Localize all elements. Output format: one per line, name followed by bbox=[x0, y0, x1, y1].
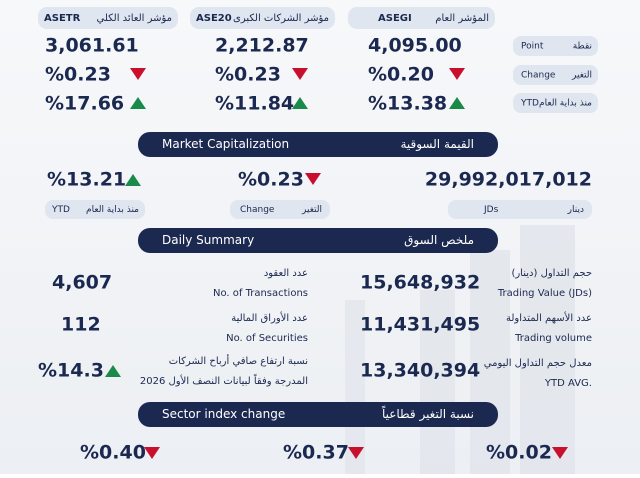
section-title-en: Sector index change bbox=[162, 407, 285, 421]
change: %0.20 bbox=[368, 64, 434, 86]
section-bar: Market Capitalization القيمة السوقية bbox=[138, 132, 498, 157]
summary-left: 4,607 عدد العقود No. of Transactions 112… bbox=[38, 268, 308, 387]
label-en: Change bbox=[240, 205, 275, 215]
change: %0.23 bbox=[45, 64, 111, 86]
pill bbox=[448, 200, 592, 219]
index-headers: ASETR مؤشر العائد الكلي ASE20 مؤشر الشرك… bbox=[38, 7, 495, 29]
row-label-ar: التغير bbox=[571, 71, 592, 81]
market-value: 29,992,017,012 bbox=[425, 169, 592, 191]
ytd: %13.38 bbox=[368, 93, 447, 115]
section-title-en: Market Capitalization bbox=[162, 137, 289, 151]
row-labels: Point نقطة Change التغير YTD منذ بداية ا… bbox=[513, 36, 598, 113]
summary-label: المدرجة وفقاً لبيانات النصف الأول 2026 bbox=[140, 373, 308, 387]
label-ar: دينار bbox=[567, 205, 584, 215]
summary-label: حجم التداول (دينار) bbox=[511, 268, 592, 279]
summary-value: 4,607 bbox=[52, 272, 112, 294]
pill bbox=[513, 36, 598, 56]
index-name: مؤشر الشركات الكبرى bbox=[233, 13, 329, 24]
pill bbox=[45, 200, 145, 219]
pill bbox=[190, 7, 335, 29]
section-title-ar: نسبة التغير قطاعياً bbox=[382, 405, 474, 422]
label-en: YTD bbox=[51, 205, 70, 215]
section-title-ar: القيمة السوقية bbox=[400, 137, 474, 152]
pill bbox=[513, 65, 598, 85]
label-ar: منذ بداية العام bbox=[86, 205, 139, 215]
change: %0.23 bbox=[238, 169, 304, 191]
row-label-ar: منذ بداية العام bbox=[539, 99, 592, 109]
summary-value: 112 bbox=[61, 314, 101, 336]
sector-value: %0.40 bbox=[80, 442, 146, 464]
down-arrows bbox=[130, 68, 568, 459]
summary-label: عدد العقود bbox=[264, 268, 308, 279]
summary-label: عدد الأوراق المالية bbox=[231, 311, 308, 324]
ytd: %17.66 bbox=[45, 93, 124, 115]
summary-label: Trading volume bbox=[514, 333, 592, 344]
section-title-en: Daily Summary bbox=[162, 233, 254, 247]
row-label-en: YTD bbox=[520, 99, 539, 109]
summary-right: 15,648,932 حجم التداول (دينار) Trading V… bbox=[360, 268, 592, 389]
change: %0.23 bbox=[215, 64, 281, 86]
pill bbox=[513, 93, 598, 113]
index-name: مؤشر العائد الكلي bbox=[97, 13, 173, 24]
row-label-en: Point bbox=[521, 42, 544, 52]
summary-label: Trading Value (JDs) bbox=[497, 288, 592, 299]
point: 4,095.00 bbox=[368, 35, 462, 57]
pill bbox=[230, 200, 330, 219]
section-bar: Daily Summary ملخص السوق bbox=[138, 228, 498, 253]
section-title-ar: ملخص السوق bbox=[404, 233, 474, 248]
up-arrows bbox=[105, 97, 465, 377]
index-values: 3,061.61 2,212.87 4,095.00 %0.23 %0.23 %… bbox=[45, 35, 462, 115]
summary-label: عدد الأسهم المتداولة bbox=[506, 311, 592, 324]
point: 2,212.87 bbox=[215, 35, 309, 57]
summary-label: No. of Transactions bbox=[213, 288, 308, 299]
label-en: JDs bbox=[483, 205, 499, 215]
ytd: %13.21 bbox=[47, 169, 126, 191]
index-code: ASE20 bbox=[196, 13, 232, 24]
pill bbox=[38, 7, 178, 29]
building-bg bbox=[345, 225, 575, 474]
index-name: المؤشر العام bbox=[435, 13, 489, 24]
label-ar: التغير bbox=[301, 205, 322, 215]
row-label-ar: نقطة bbox=[573, 42, 592, 52]
pill bbox=[348, 7, 495, 29]
sector-value: %0.37 bbox=[283, 442, 349, 464]
point: 3,061.61 bbox=[45, 35, 139, 57]
row-label-en: Change bbox=[521, 71, 556, 81]
summary-label: نسبة ارتفاع صافي أرباح الشركات bbox=[169, 354, 308, 367]
index-code: ASETR bbox=[44, 13, 81, 24]
sector-value: %0.02 bbox=[486, 442, 552, 464]
ytd: %11.84 bbox=[215, 93, 294, 115]
summary-value: 13,340,394 bbox=[360, 360, 480, 382]
summary-value: %14.3 bbox=[38, 360, 104, 382]
summary-value: 15,648,932 bbox=[360, 272, 480, 294]
index-code: ASEGI bbox=[378, 13, 412, 24]
section-bar: Sector index change نسبة التغير قطاعياً bbox=[138, 402, 498, 427]
summary-label: YTD AVG. bbox=[544, 378, 592, 389]
summary-value: 11,431,495 bbox=[360, 314, 480, 336]
summary-label: No. of Securities bbox=[226, 333, 308, 344]
summary-label: معدل حجم التداول اليومي bbox=[484, 358, 592, 369]
